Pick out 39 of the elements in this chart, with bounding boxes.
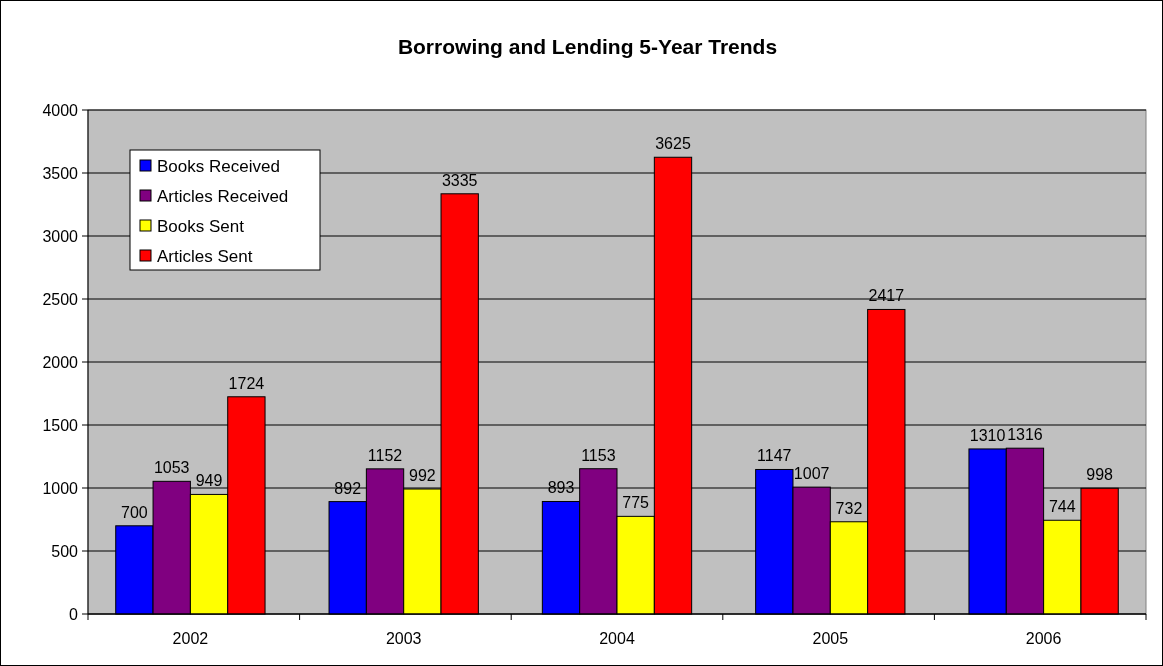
x-tick-label: 2005 — [812, 630, 849, 647]
data-label: 1153 — [581, 446, 616, 464]
x-tick-label: 2006 — [1025, 630, 1062, 647]
data-label: 893 — [547, 479, 575, 497]
legend-label: Articles Sent — [157, 247, 253, 266]
data-label: 949 — [195, 472, 223, 490]
x-tick-label: 2003 — [385, 630, 422, 647]
chart-title: Borrowing and Lending 5-Year Trends — [397, 35, 778, 58]
y-tick-label: 1500 — [42, 417, 79, 434]
y-tick-label: 500 — [51, 543, 79, 560]
y-tick-label: 2500 — [42, 291, 79, 308]
y-tick-label: 3500 — [42, 165, 79, 182]
data-label: 1310 — [969, 426, 1006, 444]
y-tick-label: 1000 — [42, 480, 79, 497]
data-label: 700 — [121, 503, 148, 521]
legend-label: Books Sent — [157, 217, 245, 236]
y-tick-label: 4000 — [42, 102, 79, 119]
data-label: 2417 — [868, 287, 905, 305]
data-label: 1053 — [153, 459, 190, 477]
data-label: 1316 — [1007, 426, 1043, 444]
data-label: 775 — [622, 494, 650, 512]
x-tick-label: 2002 — [172, 630, 209, 647]
y-tick-label: 3000 — [42, 228, 79, 245]
data-label: 3625 — [655, 135, 691, 153]
data-label: 732 — [835, 499, 863, 517]
data-label: 1147 — [757, 447, 792, 465]
data-label: 744 — [1048, 498, 1076, 516]
data-label: 3335 — [441, 171, 478, 189]
y-tick-label: 0 — [69, 606, 79, 623]
data-label: 892 — [334, 479, 362, 497]
x-tick-label: 2004 — [599, 630, 635, 647]
legend-label: Articles Received — [157, 187, 289, 206]
data-label: 1007 — [793, 465, 830, 483]
data-label: 992 — [409, 467, 436, 485]
y-tick-label: 2000 — [42, 354, 79, 371]
data-label: 998 — [1086, 466, 1114, 484]
data-label: 1724 — [228, 374, 265, 392]
data-label: 1152 — [367, 446, 403, 464]
legend-label: Books Received — [157, 157, 280, 176]
